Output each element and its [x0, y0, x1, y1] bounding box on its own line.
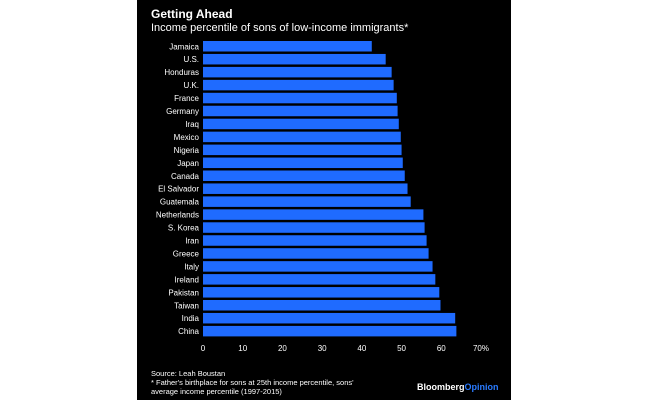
- brand-logo: BloombergOpinion: [417, 382, 499, 392]
- category-label: France: [174, 94, 199, 103]
- bars: [203, 41, 457, 337]
- category-label: Italy: [184, 262, 199, 271]
- bar-greece: [203, 248, 429, 259]
- brand-accent: Opinion: [464, 382, 499, 392]
- bar-iran: [203, 235, 427, 246]
- x-tick-label: 50: [397, 344, 406, 353]
- category-label: Nigeria: [174, 146, 200, 155]
- bar-india: [203, 312, 456, 324]
- bar-canada: [203, 170, 405, 181]
- bar-guatemala: [203, 196, 411, 207]
- bar-taiwan: [203, 300, 441, 311]
- bar-s-korea: [203, 222, 425, 233]
- category-label: Iraq: [185, 120, 199, 129]
- bar-jamaica: [203, 41, 372, 52]
- category-label: Iran: [185, 237, 199, 246]
- category-label: U.K.: [183, 81, 199, 90]
- x-tick-label: 70%: [473, 344, 489, 353]
- chart-subtitle: Income percentile of sons of low-income …: [151, 22, 409, 34]
- category-label: Netherlands: [156, 211, 199, 220]
- bar-pakistan: [203, 287, 440, 298]
- category-label: Canada: [171, 172, 200, 181]
- category-label: Pakistan: [168, 288, 199, 297]
- category-label: Mexico: [174, 133, 200, 142]
- x-axis-ticks: 0 10 20 30 40 50 60 70%: [201, 344, 489, 353]
- bar-italy: [203, 261, 433, 272]
- bar-iraq: [203, 118, 399, 130]
- category-labels: Jamaica U.S. Honduras U.K. France Germany Iraq…: [156, 42, 200, 336]
- bar-china: [203, 325, 457, 337]
- category-label: Taiwan: [174, 301, 199, 310]
- bar-france: [203, 92, 397, 104]
- category-label: Honduras: [164, 68, 199, 77]
- bar-u-k: [203, 79, 394, 91]
- category-label: Germany: [166, 107, 199, 116]
- category-label: S. Korea: [168, 224, 200, 233]
- bar-netherlands: [203, 209, 424, 220]
- source-text: Source: Leah Boustan: [151, 369, 226, 378]
- chart-panel: Getting Ahead Income percentile of sons …: [137, 0, 511, 400]
- category-label: U.S.: [183, 55, 199, 64]
- bar-mexico: [203, 131, 401, 143]
- bar-u-s: [203, 53, 386, 65]
- x-tick-label: 20: [278, 344, 287, 353]
- category-label: Greece: [173, 249, 200, 258]
- category-label: Jamaica: [169, 42, 199, 51]
- x-tick-label: 0: [201, 344, 206, 353]
- bar-nigeria: [203, 144, 402, 156]
- category-label: Japan: [177, 159, 199, 168]
- category-label: India: [182, 314, 200, 323]
- category-label: Guatemala: [160, 198, 200, 207]
- bar-chart: Jamaica U.S. Honduras U.K. France Germany Iraq…: [156, 41, 489, 353]
- category-label: El Salvador: [158, 185, 199, 194]
- chart-title: Getting Ahead: [151, 7, 233, 21]
- bar-el-salvador: [203, 183, 408, 194]
- x-tick-label: 40: [357, 344, 366, 353]
- brand-main: Bloomberg: [417, 382, 465, 392]
- x-tick-label: 10: [238, 344, 247, 353]
- category-label: Ireland: [175, 275, 199, 284]
- bar-ireland: [203, 274, 436, 285]
- x-tick-label: 30: [318, 344, 327, 353]
- bar-honduras: [203, 66, 392, 78]
- footnote-text: * Father's birthplace for sons at 25th i…: [151, 378, 354, 396]
- bar-germany: [203, 105, 398, 117]
- category-label: China: [178, 327, 199, 336]
- x-tick-label: 60: [437, 344, 446, 353]
- bar-japan: [203, 157, 403, 169]
